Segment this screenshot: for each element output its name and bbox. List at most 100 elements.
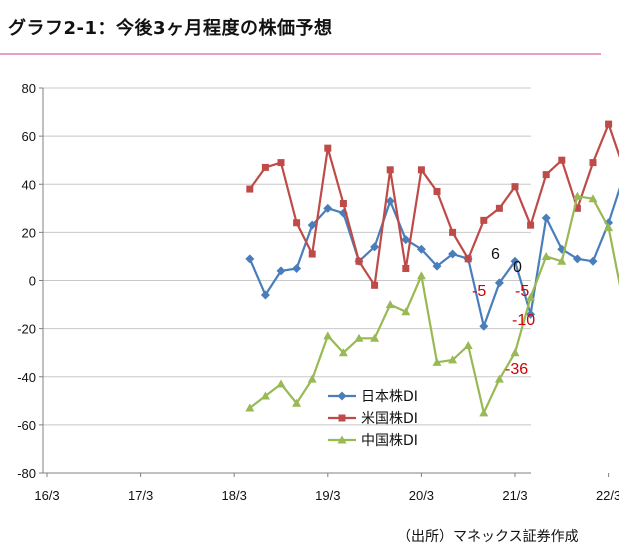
value-annotation: -10 [512, 312, 535, 329]
data-point-china [604, 223, 614, 232]
y-tick-label: -60 [17, 418, 36, 433]
data-point-china [510, 348, 520, 357]
data-point-china [494, 374, 504, 383]
data-point-japan [432, 261, 442, 271]
legend-marker-us [338, 414, 346, 422]
y-tick-label: -80 [17, 466, 36, 481]
x-tick-label: 21/3 [502, 488, 527, 503]
x-tick-label: 18/3 [222, 488, 247, 503]
y-tick-label: -20 [17, 322, 36, 337]
data-point-japan [572, 254, 582, 264]
data-point-japan [307, 220, 317, 230]
y-tick-label: -40 [17, 370, 36, 385]
series-japan [245, 187, 619, 331]
series-us [246, 120, 619, 289]
data-point-china [385, 300, 395, 309]
series-line-us [248, 122, 619, 287]
line-chart: 80 60 40 20 0 -20 -40 -60 -80 16/3 17/3 18/3 19/3 20/… [17, 81, 619, 503]
data-point-china [338, 348, 348, 357]
data-point-us [449, 228, 457, 236]
data-point-us [527, 221, 535, 229]
legend-label-us: 米国株DI [361, 411, 418, 427]
data-point-china [541, 251, 551, 260]
data-point-us [355, 257, 363, 265]
y-tick-label: 0 [29, 274, 36, 289]
data-point-us [605, 120, 613, 128]
data-point-us [308, 250, 316, 258]
data-point-china [276, 379, 286, 388]
data-point-china [245, 403, 255, 412]
x-tick-label: 19/3 [315, 488, 340, 503]
data-point-us [402, 264, 410, 272]
data-point-us [261, 163, 269, 171]
data-point-japan [416, 244, 426, 254]
data-point-us [277, 159, 285, 167]
data-point-us [371, 281, 379, 289]
data-point-us [246, 185, 254, 193]
data-point-japan [526, 309, 536, 319]
data-point-japan [510, 256, 520, 266]
data-point-japan [276, 266, 286, 276]
data-point-us [495, 204, 503, 212]
value-annotation: 6 [491, 246, 500, 263]
x-tick-label: 22/3 [596, 488, 619, 503]
data-point-china [354, 333, 364, 342]
data-point-japan [323, 203, 333, 213]
data-point-china [401, 307, 411, 316]
data-point-us [417, 166, 425, 174]
data-point-us [293, 219, 301, 227]
data-point-us [480, 216, 488, 224]
source-note: （出所）マネックス証券作成 [397, 529, 579, 545]
data-point-china [432, 357, 442, 366]
chart-title: グラフ2-1：今後3ヶ月程度の株価予想 [8, 18, 333, 39]
legend-label-china: 中国株DI [361, 433, 418, 449]
data-point-us [558, 156, 566, 164]
data-point-japan [260, 290, 270, 300]
data-point-china [526, 292, 536, 301]
y-tick-label: 80 [22, 81, 36, 96]
legend-marker-japan [337, 391, 347, 401]
value-annotation: -5 [515, 283, 529, 300]
data-point-china [370, 333, 380, 342]
data-point-china [572, 191, 582, 200]
x-tick-label: 20/3 [409, 488, 434, 503]
data-point-japan [401, 235, 411, 245]
legend-label-japan: 日本株DI [361, 389, 418, 405]
y-tick-label: 40 [22, 177, 36, 192]
value-annotation: -5 [472, 283, 486, 300]
data-point-japan [541, 213, 551, 223]
series-china [245, 191, 619, 417]
data-point-us [542, 171, 550, 179]
data-point-us [386, 166, 394, 174]
data-point-china [463, 340, 473, 349]
x-tick-label: 16/3 [34, 488, 59, 503]
y-tick-label: 60 [22, 129, 36, 144]
data-point-japan [370, 242, 380, 252]
data-point-china [307, 374, 317, 383]
data-point-china [260, 391, 270, 400]
data-point-us [433, 187, 441, 195]
data-point-us [573, 204, 581, 212]
y-tick-label: 20 [22, 225, 36, 240]
data-point-japan [245, 254, 255, 264]
data-point-japan [494, 278, 504, 288]
data-point-china [557, 256, 567, 265]
series-line-china [249, 195, 619, 414]
data-point-us [339, 200, 347, 207]
data-point-china [588, 194, 598, 203]
legend-marker-china [337, 435, 347, 444]
x-tick-label: 17/3 [128, 488, 153, 503]
data-point-japan [292, 263, 302, 273]
data-point-us [589, 159, 597, 167]
data-point-us [324, 144, 332, 152]
title-underline [0, 53, 601, 55]
data-point-china [479, 408, 489, 417]
data-point-us [511, 183, 519, 191]
data-point-japan [385, 196, 395, 206]
data-point-us [464, 255, 472, 263]
data-point-china [448, 355, 458, 364]
data-point-japan [448, 249, 458, 259]
data-point-japan [479, 321, 489, 331]
data-point-china [416, 271, 426, 280]
value-annotation: -36 [505, 361, 528, 378]
